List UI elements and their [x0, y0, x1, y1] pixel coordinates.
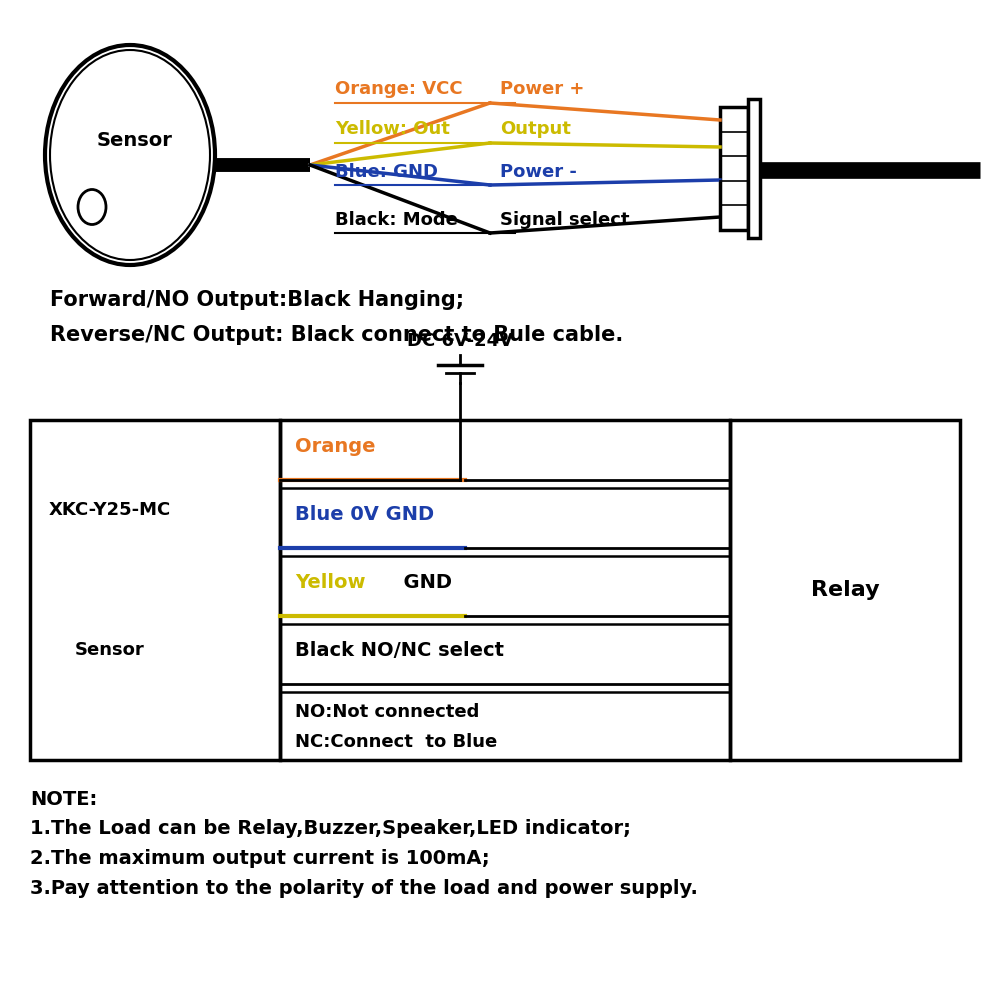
Text: GND: GND — [390, 572, 452, 591]
Text: NC:Connect  to Blue: NC:Connect to Blue — [295, 733, 497, 751]
Text: Yellow: Out: Yellow: Out — [335, 120, 450, 138]
Text: XKC-Y25-MC: XKC-Y25-MC — [49, 501, 171, 519]
Text: DC 6V-24V: DC 6V-24V — [407, 332, 513, 350]
Text: Power +: Power + — [500, 80, 584, 98]
Bar — [30, 420, 280, 760]
Bar — [280, 420, 730, 760]
Text: Output: Output — [500, 120, 571, 138]
Text: Black: Mode: Black: Mode — [335, 211, 458, 229]
Bar — [730, 420, 960, 760]
Bar — [720, 107, 748, 230]
Text: Orange: Orange — [295, 436, 376, 456]
Text: NO:Not connected: NO:Not connected — [295, 703, 479, 721]
Text: NOTE:
1.The Load can be Relay,Buzzer,Speaker,LED indicator;
2.The maximum output: NOTE: 1.The Load can be Relay,Buzzer,Spe… — [30, 790, 698, 898]
Text: Yellow: Yellow — [295, 572, 366, 591]
Text: Forward/NO Output:Black Hanging;: Forward/NO Output:Black Hanging; — [50, 290, 464, 310]
Bar — [748, 99, 760, 238]
Text: Sensor: Sensor — [97, 130, 173, 149]
Text: Orange: VCC: Orange: VCC — [335, 80, 463, 98]
Text: Blue: GND: Blue: GND — [335, 163, 438, 181]
Text: Signal select: Signal select — [500, 211, 630, 229]
Text: Reverse/NC Output: Black connect to Bule cable.: Reverse/NC Output: Black connect to Bule… — [50, 325, 623, 345]
Text: Power -: Power - — [500, 163, 577, 181]
Text: Blue 0V GND: Blue 0V GND — [295, 504, 434, 524]
Text: Relay: Relay — [811, 580, 879, 600]
Text: Sensor: Sensor — [75, 641, 145, 659]
Text: Black NO/NC select: Black NO/NC select — [295, 641, 504, 660]
